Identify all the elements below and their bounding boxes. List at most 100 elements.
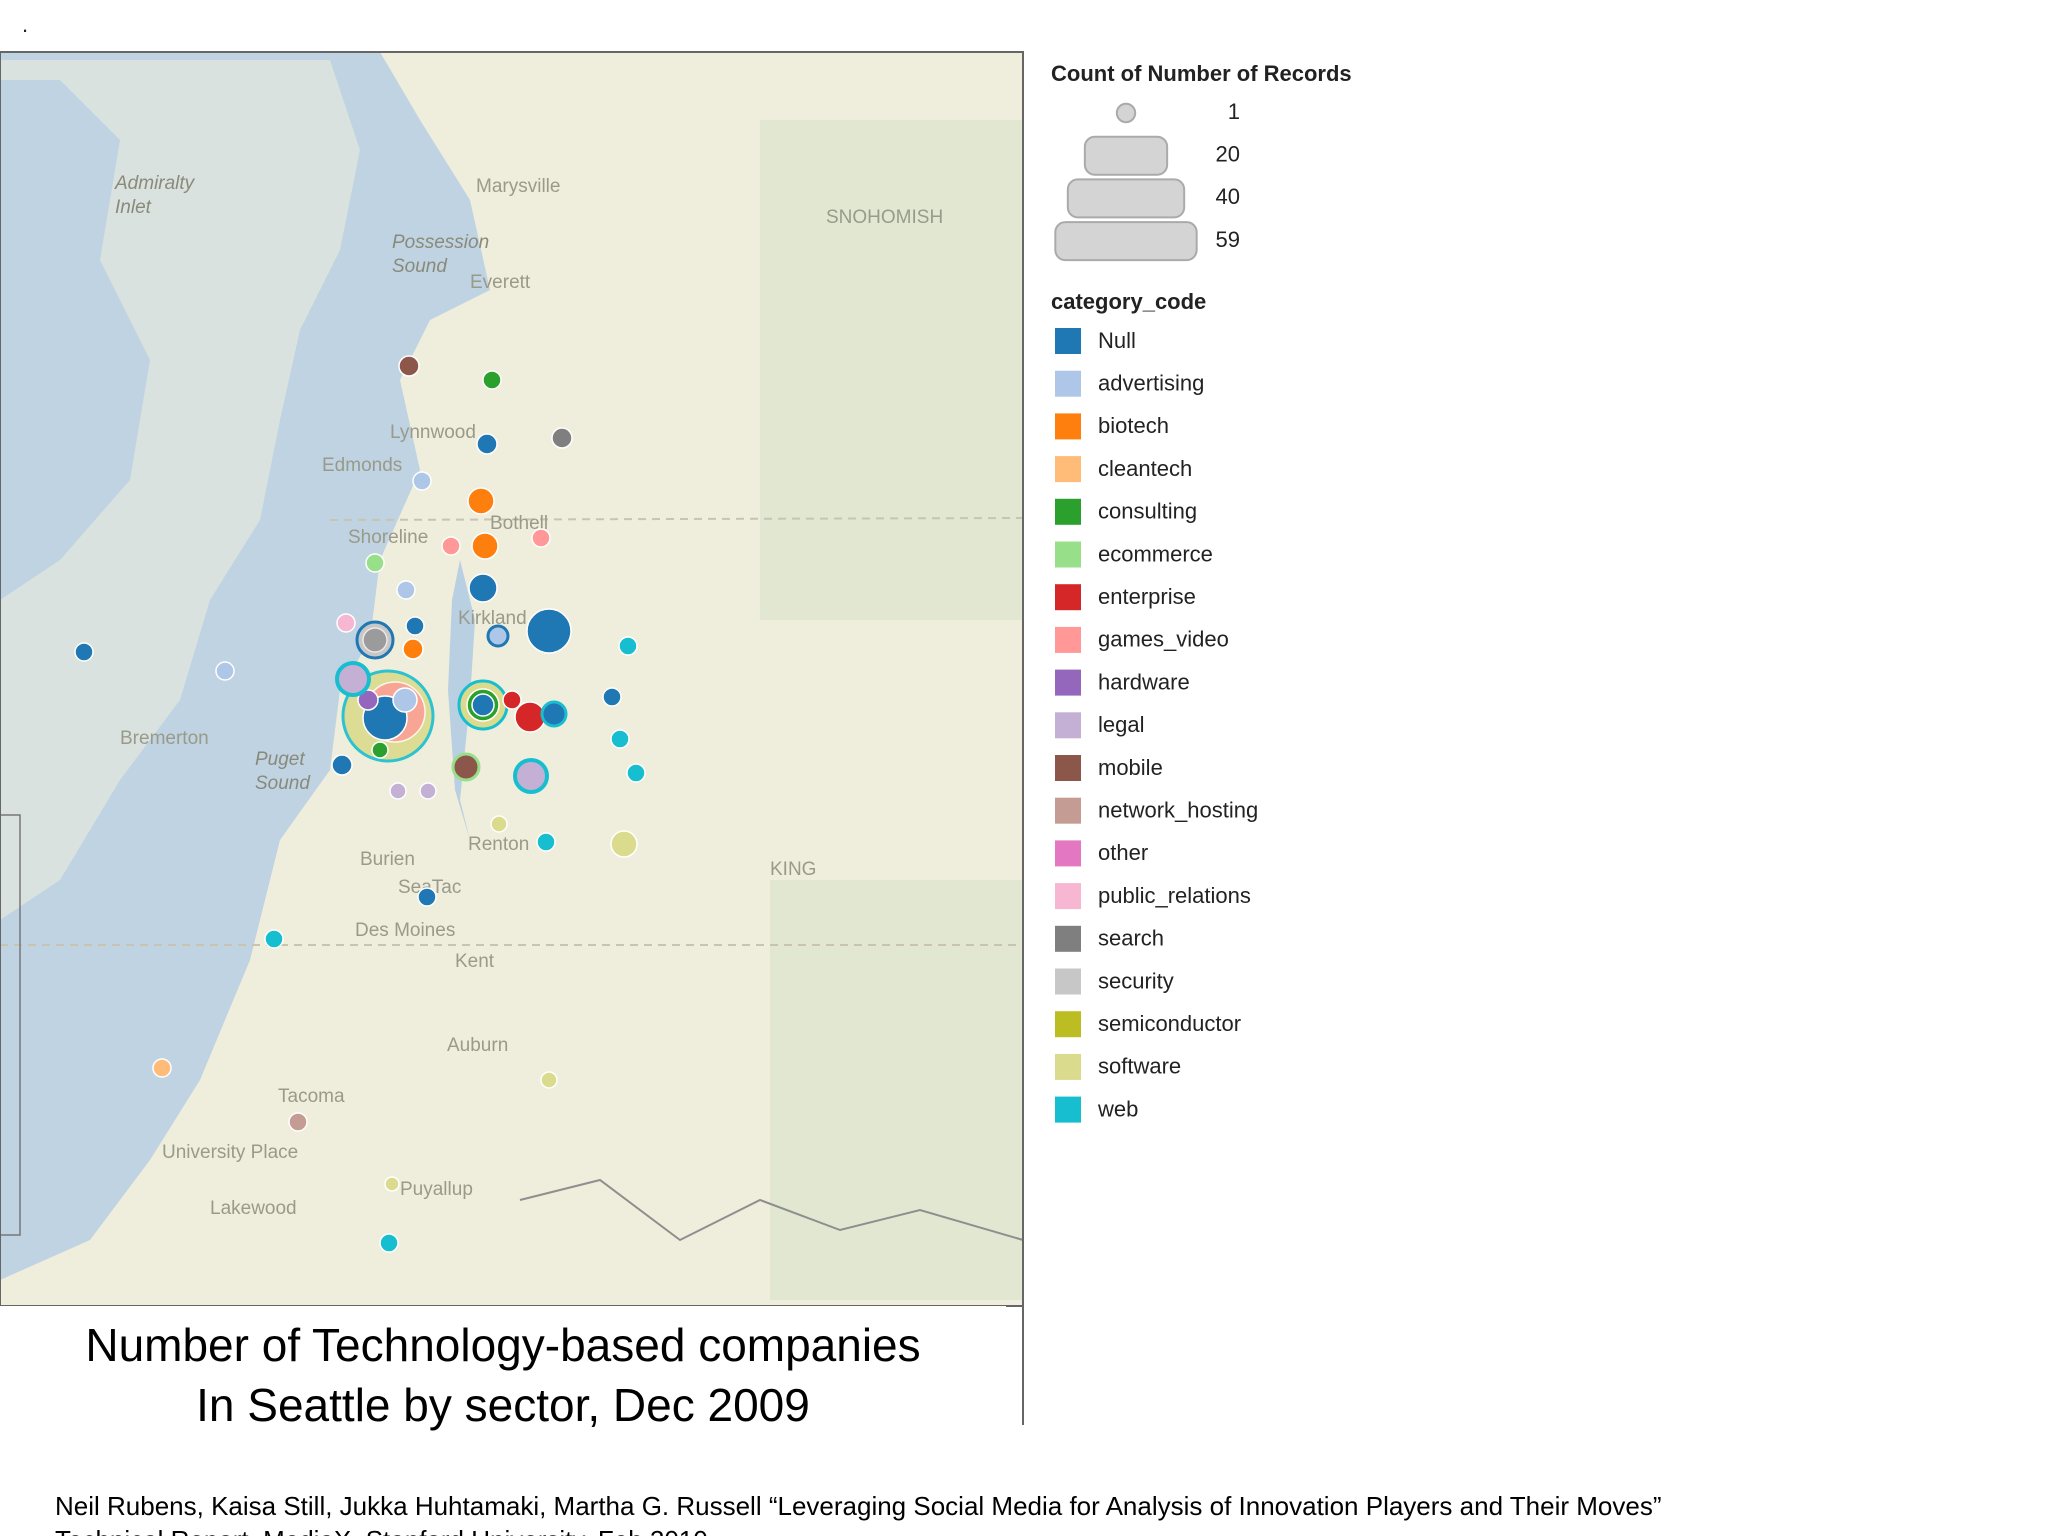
bubble — [331, 754, 353, 776]
place-label: Sound — [255, 773, 311, 794]
bubble — [531, 528, 551, 548]
bubble — [482, 370, 502, 390]
bubble — [379, 1233, 399, 1253]
map: Admiralty Inlet Marysville Possession So… — [0, 0, 1024, 1425]
bubble — [618, 636, 638, 656]
place-label: Kent — [455, 951, 495, 972]
color-label: search — [1098, 926, 1164, 951]
place-label: Everett — [470, 272, 531, 293]
color-label: games_video — [1098, 627, 1229, 652]
place-label: Marysville — [476, 176, 560, 197]
citation: Neil Rubens, Kaisa Still, Jukka Huhtamak… — [55, 1491, 1661, 1521]
place-label: Possession — [392, 232, 489, 253]
size-swatch — [1066, 178, 1186, 219]
color-swatch — [1055, 584, 1081, 611]
bubble — [389, 782, 407, 800]
legend: 1 20 40 59 Null advertising biotech cleantech co… — [1054, 99, 1258, 1123]
bubble — [540, 1071, 558, 1089]
place-label: University Place — [162, 1142, 298, 1163]
color-label: other — [1098, 840, 1148, 865]
bubble — [336, 613, 356, 633]
size-label: 40 — [1216, 184, 1240, 209]
map-inset — [0, 814, 21, 1236]
bubble — [551, 427, 573, 449]
color-swatch — [1055, 413, 1081, 440]
size-legend-title: Count of Number of Records — [1051, 61, 1352, 86]
color-swatch — [1055, 669, 1081, 696]
place-label: Lynnwood — [390, 422, 476, 443]
color-label: semiconductor — [1098, 1011, 1241, 1036]
dot: . — [22, 12, 28, 37]
place-label: Sound — [392, 256, 448, 277]
title-line: Number of Technology-based companies — [85, 1319, 920, 1371]
place-label: SNOHOMISH — [826, 207, 943, 228]
bubble — [536, 832, 556, 852]
bubble — [490, 815, 508, 833]
bubble — [486, 624, 510, 648]
place-label: Lakewood — [210, 1198, 297, 1219]
bubble — [357, 689, 379, 711]
color-legend-title: category_code — [1051, 289, 1206, 314]
bubble — [602, 687, 622, 707]
color-label: enterprise — [1098, 584, 1196, 609]
bubble — [451, 752, 481, 782]
size-swatch — [1083, 135, 1169, 176]
bubble — [264, 929, 284, 949]
bubble — [362, 627, 388, 653]
bubble — [441, 536, 461, 556]
color-label: web — [1097, 1096, 1138, 1121]
color-label: mobile — [1098, 755, 1163, 780]
color-swatch — [1055, 755, 1081, 781]
color-swatch — [1055, 456, 1081, 483]
bubble — [540, 700, 568, 728]
map-water — [0, 80, 150, 600]
bubble — [335, 661, 371, 697]
bubble — [215, 661, 235, 681]
bubbles — [74, 355, 646, 1253]
color-swatch — [1055, 1011, 1081, 1038]
place-label: Shoreline — [348, 527, 428, 548]
county-line — [519, 1178, 1024, 1242]
color-swatch — [1055, 840, 1081, 867]
bubble — [626, 763, 646, 783]
place-label: Admiralty — [114, 173, 196, 194]
title-box — [0, 1306, 1006, 1426]
color-label: public_relations — [1098, 883, 1251, 908]
color-swatch — [1055, 498, 1081, 525]
color-swatch — [1055, 1053, 1081, 1080]
color-swatch — [1055, 968, 1081, 995]
color-swatch — [1055, 797, 1081, 824]
color-label: network_hosting — [1098, 798, 1258, 823]
bubble — [476, 433, 498, 455]
bubble — [468, 573, 498, 603]
color-label: ecommerce — [1098, 541, 1213, 566]
color-swatch — [1055, 370, 1081, 397]
county-line — [329, 517, 1024, 521]
bubble — [74, 642, 94, 662]
bubble — [152, 1058, 172, 1078]
color-label: software — [1098, 1054, 1181, 1079]
size-label: 1 — [1228, 99, 1240, 124]
place-label: SeaTac — [398, 877, 461, 898]
size-swatch — [1115, 102, 1137, 124]
color-swatch — [1055, 1096, 1081, 1123]
citation: Technical Report, MediaX, Stanford Unive… — [55, 1525, 708, 1536]
color-label: legal — [1098, 712, 1144, 737]
bubble — [471, 693, 495, 717]
bubble — [467, 487, 495, 515]
map-forest — [770, 880, 1023, 1300]
bubble — [419, 782, 437, 800]
place-label: Renton — [468, 834, 529, 855]
size-label: 59 — [1216, 227, 1240, 252]
bubble — [288, 1112, 308, 1132]
size-label: 20 — [1216, 142, 1240, 167]
bubble — [471, 532, 499, 560]
bubble — [371, 741, 389, 759]
place-label: Tacoma — [278, 1086, 345, 1107]
color-label: biotech — [1098, 413, 1169, 438]
place-label: Puyallup — [400, 1179, 473, 1200]
color-swatch — [1055, 712, 1081, 739]
color-swatch — [1055, 541, 1081, 568]
color-label: cleantech — [1098, 456, 1192, 481]
